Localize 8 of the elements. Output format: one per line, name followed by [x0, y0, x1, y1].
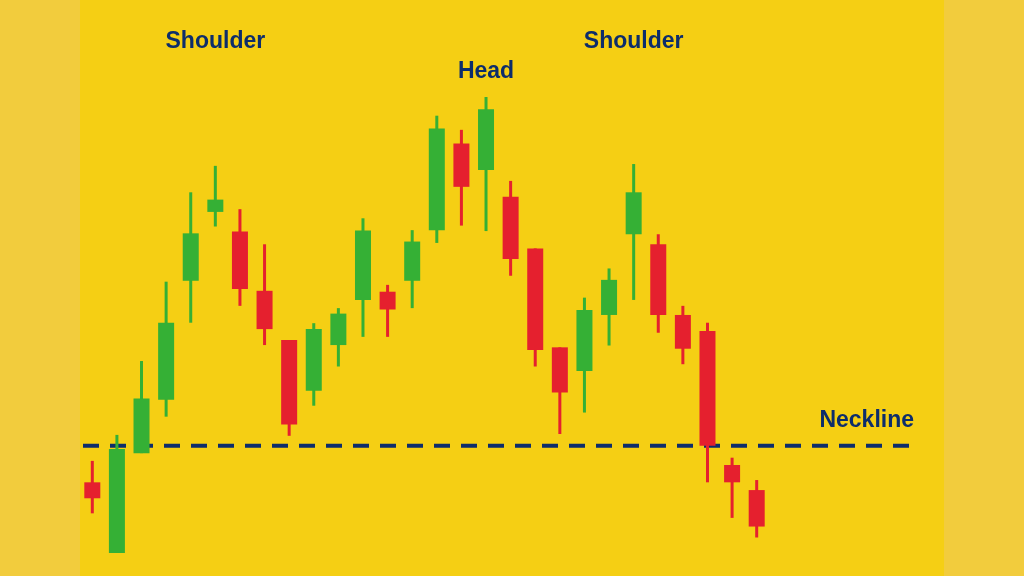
- text: Shoulder: [583, 27, 684, 54]
- text: Shoulder: [165, 27, 266, 54]
- candlestick: [207, 164, 224, 227]
- candlestick: [724, 457, 741, 518]
- ref-line-label: Neckline: [819, 405, 914, 432]
- candlestick: [84, 459, 101, 514]
- candlestick: [379, 283, 396, 337]
- text: Head: [457, 57, 515, 84]
